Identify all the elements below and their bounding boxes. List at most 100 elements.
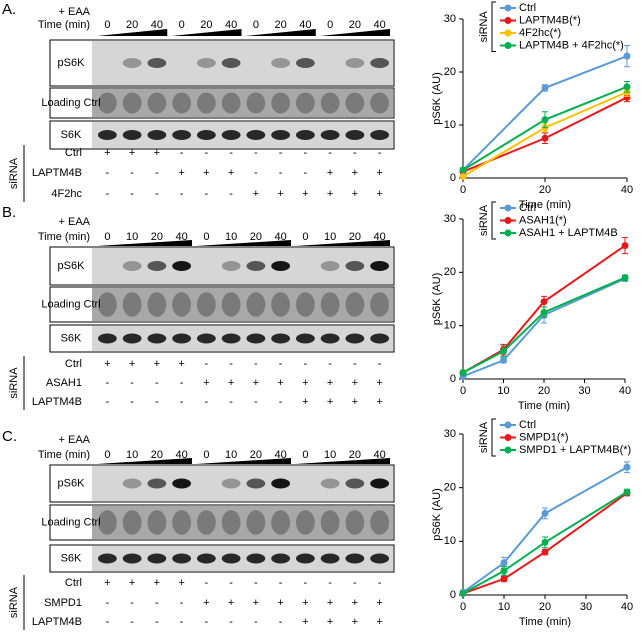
legend-entry: Ctrl	[519, 202, 536, 214]
data-point	[500, 559, 508, 567]
time-point: 40	[374, 449, 386, 461]
blot-band	[122, 510, 142, 535]
time-point: 20	[250, 231, 262, 243]
legend-bracket	[491, 1, 496, 52]
time-gradient	[171, 29, 242, 36]
data-point	[540, 308, 548, 316]
condition-name: Ctrl	[65, 147, 82, 159]
time-point: 10	[324, 231, 336, 243]
time-point: 0	[104, 231, 110, 243]
y-axis-label: pS6K (AU)	[431, 72, 443, 125]
y-axis-label: pS6K (AU)	[431, 488, 443, 541]
time-point: 20	[151, 231, 163, 243]
condition-sign: +	[129, 147, 135, 159]
condition-sign: -	[180, 396, 184, 408]
row-label: S6K	[61, 129, 82, 141]
condition-sign: -	[106, 167, 110, 179]
time-gradient	[97, 458, 192, 464]
time-point: 0	[104, 19, 110, 31]
blot-band	[172, 130, 192, 140]
row-label: Loading Ctrl	[41, 298, 100, 310]
x-tick-label: 10	[498, 601, 510, 613]
blot-band	[320, 333, 340, 344]
condition-sign: +	[352, 377, 358, 389]
condition-sign: +	[253, 188, 259, 200]
data-point	[623, 83, 631, 91]
blot-band	[196, 292, 216, 317]
blot-band	[295, 510, 315, 535]
y-tick-label: 0	[450, 172, 456, 184]
time-point: 40	[275, 231, 287, 243]
treatment-label: + EAA	[59, 6, 91, 18]
legend-marker	[504, 42, 512, 49]
condition-name: Ctrl	[65, 358, 82, 370]
blot-band	[172, 92, 192, 114]
series-line	[462, 277, 626, 378]
blot-band	[122, 292, 142, 317]
condition-sign: -	[229, 188, 233, 200]
x-tick-label: 30	[578, 385, 590, 397]
condition-sign: -	[279, 396, 283, 408]
blot-band	[320, 510, 340, 535]
x-tick-label: 40	[621, 601, 633, 613]
blot-band	[271, 292, 291, 317]
data-point	[541, 116, 549, 124]
condition-sign: +	[154, 577, 160, 589]
row-label: S6K	[61, 332, 82, 344]
data-point	[541, 538, 549, 546]
condition-sign: +	[277, 188, 283, 200]
blot-band	[271, 261, 291, 271]
condition-name: ASAH1	[46, 377, 82, 389]
y-tick-label: 0	[450, 373, 456, 385]
blot-band	[147, 58, 167, 68]
blot-band	[320, 292, 340, 317]
blot-band	[370, 333, 390, 344]
blot-band	[295, 130, 315, 140]
condition-sign: +	[352, 396, 358, 408]
blot-image	[92, 466, 393, 501]
time-label: Time (min)	[38, 231, 90, 243]
blot-band	[221, 261, 241, 271]
condition-sign: -	[106, 396, 110, 408]
blot-band	[97, 333, 117, 344]
condition-name: 4F2hc	[51, 188, 82, 200]
condition-sign: +	[104, 577, 110, 589]
data-point	[541, 509, 549, 517]
condition-sign: +	[253, 597, 259, 609]
blot-band	[147, 510, 167, 535]
time-label: Time (min)	[38, 19, 90, 31]
condition-sign: -	[180, 597, 184, 609]
blot-band	[196, 92, 216, 114]
blot-band	[147, 292, 167, 317]
y-tick-label: 20	[444, 66, 456, 78]
condition-sign: -	[378, 147, 382, 159]
data-point	[500, 567, 508, 575]
y-axis-label: pS6K (AU)	[431, 273, 443, 326]
blot-band	[370, 478, 390, 489]
x-tick-label: 40	[621, 184, 633, 196]
condition-sign: -	[279, 167, 283, 179]
blot-band	[320, 261, 340, 271]
time-point: 0	[179, 19, 185, 31]
blot-band	[345, 553, 365, 564]
time-point: 40	[299, 19, 311, 31]
condition-sign: +	[327, 188, 333, 200]
blot-image	[92, 89, 393, 117]
condition-sign: +	[203, 597, 209, 609]
blot-band	[320, 130, 340, 140]
data-point	[459, 369, 467, 377]
blot-band	[271, 130, 291, 140]
time-point: 20	[349, 19, 361, 31]
time-point: 0	[327, 19, 333, 31]
blot-band	[122, 92, 142, 114]
blot-band	[370, 553, 390, 564]
time-point: 0	[203, 231, 209, 243]
condition-sign: -	[304, 577, 308, 589]
blot-band	[271, 92, 291, 114]
blot-band	[172, 553, 192, 564]
condition-sign: -	[205, 616, 209, 628]
data-point	[540, 298, 548, 306]
blot-band	[97, 292, 117, 317]
time-gradient	[245, 29, 316, 36]
blot-band	[97, 553, 117, 564]
